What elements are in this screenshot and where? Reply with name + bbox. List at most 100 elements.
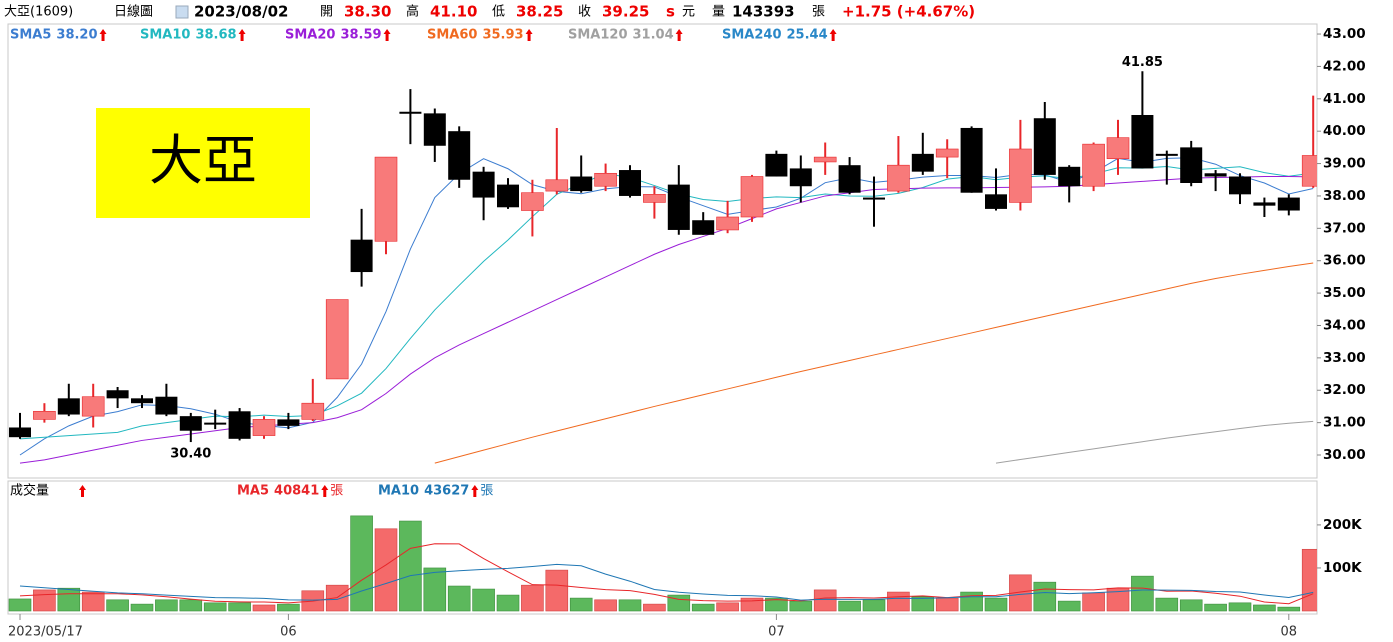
volume-unit: 張	[812, 5, 825, 20]
volume-bar	[521, 584, 544, 612]
volume-bar	[960, 591, 983, 612]
candle-body	[789, 168, 812, 187]
up-arrow	[238, 29, 246, 41]
volume-bar	[472, 588, 495, 612]
candle-body	[33, 410, 56, 420]
candle-body	[716, 216, 739, 231]
up-arrow	[99, 29, 107, 41]
y-tick-label: 34.00	[1323, 317, 1366, 333]
volume-bar	[862, 599, 886, 612]
candle-body	[179, 416, 202, 431]
candle-body	[1253, 202, 1276, 206]
y-tick-label: 31.00	[1323, 415, 1366, 431]
volume-label: 量	[712, 5, 725, 20]
candle-body	[57, 398, 80, 415]
volume-panel	[7, 480, 1318, 615]
volume-bar	[203, 602, 227, 612]
candle-body	[9, 427, 31, 438]
volume-bar	[838, 600, 861, 612]
legend-value: 38.68	[195, 28, 236, 43]
volume-bar	[277, 603, 300, 612]
y-tick-label: 30.00	[1323, 447, 1366, 463]
currency: 元	[682, 5, 695, 20]
candle-body	[106, 390, 129, 399]
flag: s	[666, 3, 675, 21]
candle-body	[765, 153, 788, 177]
legend-name: SMA240	[722, 28, 782, 43]
volume-bar	[1057, 600, 1081, 612]
legend-name: SMA120	[568, 28, 628, 43]
candle-body	[521, 192, 544, 211]
volume-bar	[447, 585, 471, 612]
volume-bar	[325, 584, 349, 612]
candle-body	[594, 172, 617, 187]
candle-body	[204, 422, 227, 425]
y-tick-label: 42.00	[1323, 58, 1366, 74]
volume-bar	[1277, 606, 1301, 612]
y-tick-label: 36.00	[1323, 253, 1366, 269]
logo: 大亞	[149, 129, 257, 192]
volume-bar	[252, 604, 276, 612]
candle-body	[960, 127, 983, 193]
field-label: 開	[320, 5, 333, 20]
volume-bar	[155, 599, 178, 612]
candle-body	[1033, 118, 1056, 175]
candle-body	[131, 398, 153, 404]
up-arrow	[321, 485, 329, 497]
candle-body	[1131, 114, 1154, 169]
volume-bar	[1228, 602, 1252, 612]
up-arrow	[79, 485, 86, 497]
low-label: 30.40	[170, 447, 211, 462]
volume-bar	[57, 587, 81, 612]
candle-body	[1155, 153, 1178, 156]
volume-bar	[594, 599, 617, 612]
y-tick-label: 33.00	[1323, 350, 1366, 366]
volume-bar	[1253, 604, 1276, 612]
y-tick-label: 32.00	[1323, 382, 1366, 398]
ma-line	[995, 420, 1314, 464]
checkbox-icon[interactable]	[175, 5, 189, 19]
candle-body	[1277, 197, 1300, 211]
candle-body	[350, 239, 373, 273]
volume-bar	[81, 591, 105, 612]
x-tick-label: 07	[768, 625, 785, 640]
candle-body	[545, 179, 569, 192]
ma-line	[19, 563, 1314, 601]
candle-body	[155, 396, 178, 415]
legend-name: SMA5	[10, 28, 51, 43]
volume-bar	[789, 600, 813, 612]
y-tick-label: 37.00	[1323, 220, 1366, 236]
volume-bar	[228, 602, 251, 612]
candle-body	[813, 156, 837, 163]
volume-bar	[618, 599, 642, 612]
volume-bar	[887, 591, 910, 612]
x-tick-label: 08	[1281, 625, 1298, 640]
candle-body	[277, 419, 300, 426]
period: 日線圖	[114, 4, 153, 20]
volume-bar	[179, 599, 203, 612]
volume-bar	[1033, 581, 1057, 612]
volume-bar	[667, 594, 691, 612]
volume-bar	[496, 594, 520, 612]
candle-body	[887, 164, 910, 192]
volume-bar	[33, 589, 56, 612]
candle-body	[1204, 173, 1227, 177]
x-tick-label: 06	[280, 625, 297, 640]
field-label: 高	[406, 4, 419, 20]
volume-title: 成交量	[10, 483, 49, 499]
volume-bar	[350, 515, 373, 612]
up-arrow	[829, 29, 837, 41]
ma-line	[434, 262, 1314, 464]
legend-name: SMA10	[140, 28, 190, 43]
volume-bar	[1179, 599, 1203, 612]
candle-body	[935, 148, 959, 158]
candle-body	[301, 402, 325, 420]
field-value: 38.25	[516, 3, 563, 21]
volume-plot	[8, 515, 1317, 612]
volume-bar	[691, 603, 715, 612]
candle-body	[570, 176, 593, 192]
volume-bar	[935, 597, 959, 612]
candle-body	[497, 184, 519, 208]
volume-bar	[1009, 574, 1032, 612]
